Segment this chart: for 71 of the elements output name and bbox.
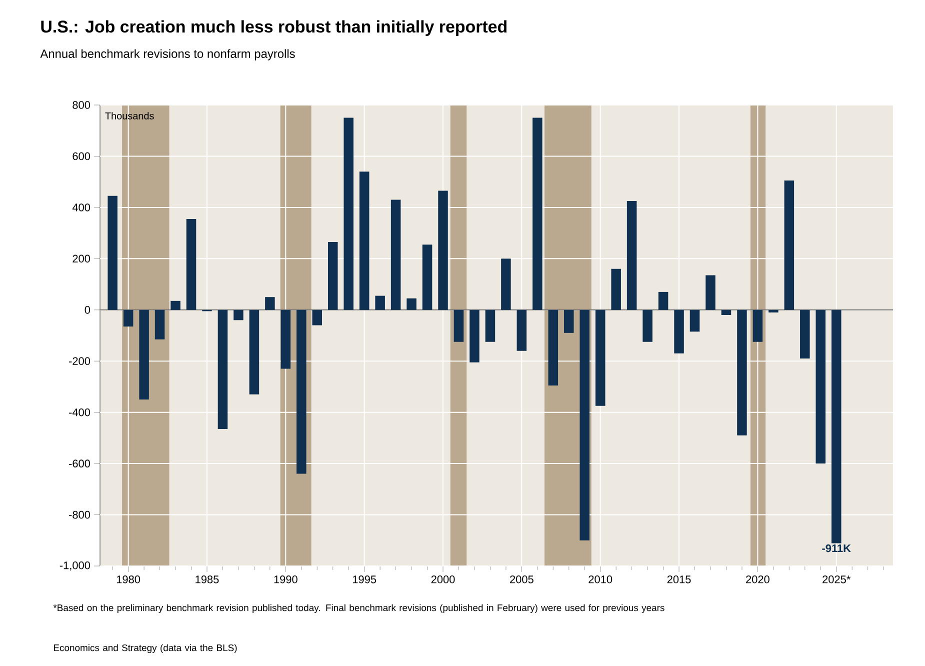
- annotation: -911K: [822, 544, 851, 552]
- x-tick-label: 2015: [667, 576, 691, 584]
- bar: [721, 310, 732, 316]
- bar: [501, 258, 511, 310]
- bar: [737, 310, 747, 436]
- y-tick-label: -800: [69, 510, 90, 519]
- bar: [359, 172, 370, 310]
- y-tick-label: -200: [69, 357, 90, 365]
- bar: [485, 310, 496, 342]
- y-tick-label: 800: [72, 101, 90, 109]
- bar: [186, 218, 196, 310]
- bar: [532, 118, 542, 310]
- bar: [312, 310, 322, 326]
- bar: [280, 310, 291, 369]
- bar: [249, 310, 260, 394]
- y-tick-label: -400: [69, 408, 90, 416]
- bar: [580, 310, 590, 540]
- bar: [139, 310, 149, 400]
- bar: [234, 310, 244, 320]
- bar: [390, 200, 401, 310]
- bar: [831, 310, 842, 544]
- bar: [706, 275, 716, 310]
- bar: [595, 310, 606, 406]
- y-tick-label: -600: [69, 460, 90, 468]
- bar: [265, 297, 275, 310]
- x-tick-label: 2005: [510, 576, 534, 584]
- bar: [626, 201, 637, 310]
- bar: [564, 310, 574, 333]
- bar: [516, 310, 527, 351]
- bar: [454, 310, 464, 342]
- bar: [296, 310, 306, 474]
- bar: [422, 244, 432, 310]
- bar: [690, 310, 700, 332]
- bar: [752, 310, 763, 342]
- x-tick-label: 1995: [352, 576, 376, 584]
- bar: [611, 268, 621, 310]
- x-tick-label: 1990: [274, 576, 298, 584]
- bar: [438, 190, 448, 310]
- x-tick-label: 2010: [588, 576, 612, 584]
- bar: [170, 300, 180, 310]
- bar: [784, 180, 794, 310]
- bar: [674, 310, 684, 354]
- bar: [406, 298, 416, 310]
- x-tick-label: 1985: [196, 576, 219, 584]
- bar: [816, 310, 826, 464]
- x-tick-label: 2025*: [822, 576, 851, 584]
- bar: [800, 310, 810, 359]
- chart-title: U.S.: Job creation much less robust than initially reported: [41, 20, 506, 36]
- y-tick-label: 600: [72, 152, 90, 160]
- bar: [108, 196, 118, 310]
- bar: [154, 310, 165, 340]
- bar: [548, 310, 558, 386]
- bar: [344, 118, 354, 310]
- x-tick-label: 2020: [746, 576, 770, 584]
- y-tick-label: 200: [72, 254, 90, 263]
- bar: [328, 242, 338, 310]
- y-tick-label: -1,000: [60, 561, 90, 571]
- y-tick-label: 400: [72, 204, 90, 212]
- bar: [768, 310, 778, 312]
- bar: [218, 310, 228, 429]
- y-tick-label: 0: [84, 306, 90, 314]
- bar: [375, 296, 385, 310]
- bar: [470, 310, 480, 362]
- text: Economics and Strategy (data via the BLS): [54, 644, 237, 654]
- bar: [658, 292, 668, 310]
- x-tick-label: 2000: [431, 576, 455, 584]
- chart-subtitle: Annual benchmark revisions to nonfarm payrolls: [40, 49, 295, 60]
- bar: [642, 310, 652, 342]
- bar: [123, 310, 134, 327]
- text: *Based on the preliminary benchmark revision published today. Final benchmark revisions (published in February) were used for previous years: [53, 604, 664, 614]
- x-tick-label: 1980: [116, 576, 140, 584]
